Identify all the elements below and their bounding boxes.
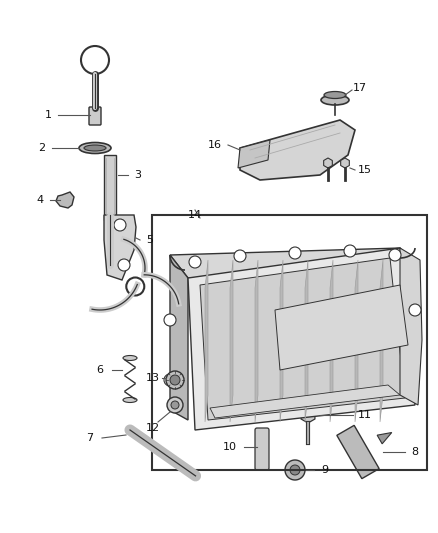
Ellipse shape [79,142,111,154]
Circle shape [171,401,179,409]
Ellipse shape [324,92,346,99]
Bar [104,155,116,220]
Polygon shape [188,248,415,430]
Circle shape [290,465,300,475]
Text: 9: 9 [321,465,328,475]
Ellipse shape [84,145,106,151]
Text: 12: 12 [146,423,160,433]
Circle shape [389,249,401,261]
Bar [152,215,427,470]
Text: 17: 17 [353,83,367,93]
Polygon shape [280,260,283,422]
Text: 15: 15 [358,165,372,175]
Polygon shape [230,260,233,422]
Circle shape [189,256,201,268]
Circle shape [344,245,356,257]
Polygon shape [205,260,208,422]
Polygon shape [56,192,74,208]
Polygon shape [330,260,333,422]
Text: 16: 16 [208,140,222,150]
Polygon shape [170,255,188,420]
Text: 3: 3 [134,170,141,180]
FancyBboxPatch shape [89,107,101,125]
Text: 10: 10 [223,442,237,452]
Circle shape [409,304,421,316]
Text: 11: 11 [358,410,372,420]
Circle shape [167,397,183,413]
Circle shape [114,219,126,231]
Polygon shape [337,425,379,479]
Circle shape [170,375,180,385]
Text: 4: 4 [36,195,43,205]
Text: 6: 6 [96,365,103,375]
Text: 5: 5 [146,235,153,245]
Text: 14: 14 [188,210,202,220]
Polygon shape [380,260,383,422]
Polygon shape [238,140,270,168]
Ellipse shape [123,398,137,402]
Circle shape [118,259,130,271]
Polygon shape [240,120,355,180]
Polygon shape [104,215,136,280]
Circle shape [164,374,176,386]
Polygon shape [275,285,408,370]
Circle shape [164,314,176,326]
Circle shape [285,460,305,480]
Polygon shape [355,260,358,422]
Ellipse shape [123,356,137,360]
Polygon shape [170,248,418,278]
Text: 7: 7 [86,433,94,443]
Polygon shape [305,260,308,422]
Ellipse shape [321,95,349,105]
Text: 1: 1 [45,110,52,120]
Polygon shape [210,385,400,418]
Polygon shape [200,258,405,420]
Polygon shape [377,432,392,444]
Circle shape [289,247,301,259]
Circle shape [166,371,184,389]
FancyBboxPatch shape [255,428,269,470]
Text: 13: 13 [146,373,160,383]
Text: 2: 2 [39,143,46,153]
Polygon shape [255,260,258,422]
Circle shape [234,250,246,262]
Polygon shape [400,248,422,405]
Text: 8: 8 [411,447,419,457]
